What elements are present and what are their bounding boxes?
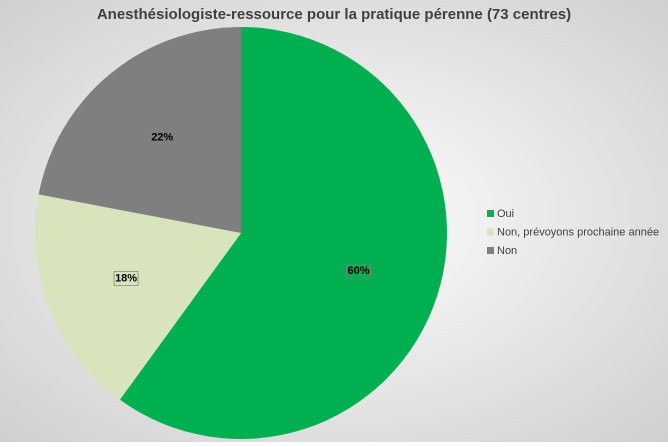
data-label: 60% — [348, 265, 370, 277]
data-label: 22% — [151, 132, 173, 144]
legend-swatch — [487, 247, 494, 254]
legend-label: Oui — [497, 208, 514, 220]
pie-slice — [34, 194, 241, 400]
data-label: 18% — [115, 272, 137, 284]
legend: Oui Non, prévoyons prochaine année Non — [487, 208, 659, 257]
legend-swatch — [487, 210, 494, 217]
pie-slice — [119, 27, 448, 440]
legend-label: Non — [497, 245, 517, 257]
data-label-box — [149, 130, 175, 146]
legend-label: Non, prévoyons prochaine année — [497, 226, 659, 238]
pie-slice — [38, 27, 241, 233]
data-label-box — [113, 271, 139, 286]
pie: 60% 18% 22% — [34, 27, 448, 440]
legend-swatch — [487, 228, 494, 236]
data-label-box — [346, 263, 371, 279]
chart-title: Anesthésiologiste-ressource pour la prat… — [97, 6, 571, 23]
